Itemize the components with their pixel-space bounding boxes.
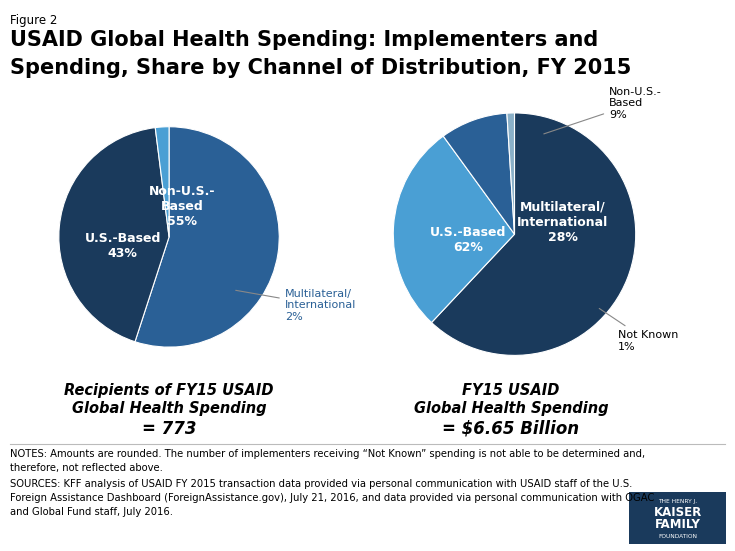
Text: Recipients of FY15 USAID: Recipients of FY15 USAID	[64, 383, 274, 398]
Text: Multilateral/
International
2%: Multilateral/ International 2%	[236, 289, 356, 322]
Text: U.S.-Based
43%: U.S.-Based 43%	[85, 232, 161, 260]
Wedge shape	[431, 113, 636, 355]
Wedge shape	[135, 127, 279, 347]
Text: Spending, Share by Channel of Distribution, FY 2015: Spending, Share by Channel of Distributi…	[10, 58, 631, 78]
Text: NOTES: Amounts are rounded. The number of implementers receiving “Not Known” spe: NOTES: Amounts are rounded. The number o…	[10, 449, 645, 473]
Wedge shape	[443, 113, 514, 234]
Text: USAID Global Health Spending: Implementers and: USAID Global Health Spending: Implemente…	[10, 30, 598, 50]
Wedge shape	[155, 127, 169, 237]
Text: Non-U.S.-
Based
9%: Non-U.S.- Based 9%	[544, 87, 662, 134]
Text: Global Health Spending: Global Health Spending	[72, 401, 266, 416]
Text: THE HENRY J.: THE HENRY J.	[658, 499, 698, 504]
Text: = $6.65 Billion: = $6.65 Billion	[442, 420, 579, 438]
Text: Figure 2: Figure 2	[10, 14, 57, 27]
Text: FAMILY: FAMILY	[655, 518, 700, 531]
Text: KAISER: KAISER	[653, 506, 702, 520]
Text: FOUNDATION: FOUNDATION	[658, 533, 698, 538]
Text: Multilateral/
International
28%: Multilateral/ International 28%	[517, 201, 609, 244]
Text: Non-U.S.-
Based
55%: Non-U.S.- Based 55%	[149, 185, 215, 228]
Text: Not Known
1%: Not Known 1%	[599, 309, 678, 352]
Text: Global Health Spending: Global Health Spending	[414, 401, 608, 416]
Text: FY15 USAID: FY15 USAID	[462, 383, 559, 398]
Wedge shape	[507, 113, 514, 234]
Text: SOURCES: KFF analysis of USAID FY 2015 transaction data provided via personal co: SOURCES: KFF analysis of USAID FY 2015 t…	[10, 479, 655, 517]
Wedge shape	[59, 128, 169, 342]
Wedge shape	[393, 136, 514, 322]
Text: U.S.-Based
62%: U.S.-Based 62%	[430, 226, 506, 254]
Text: = 773: = 773	[142, 420, 196, 438]
